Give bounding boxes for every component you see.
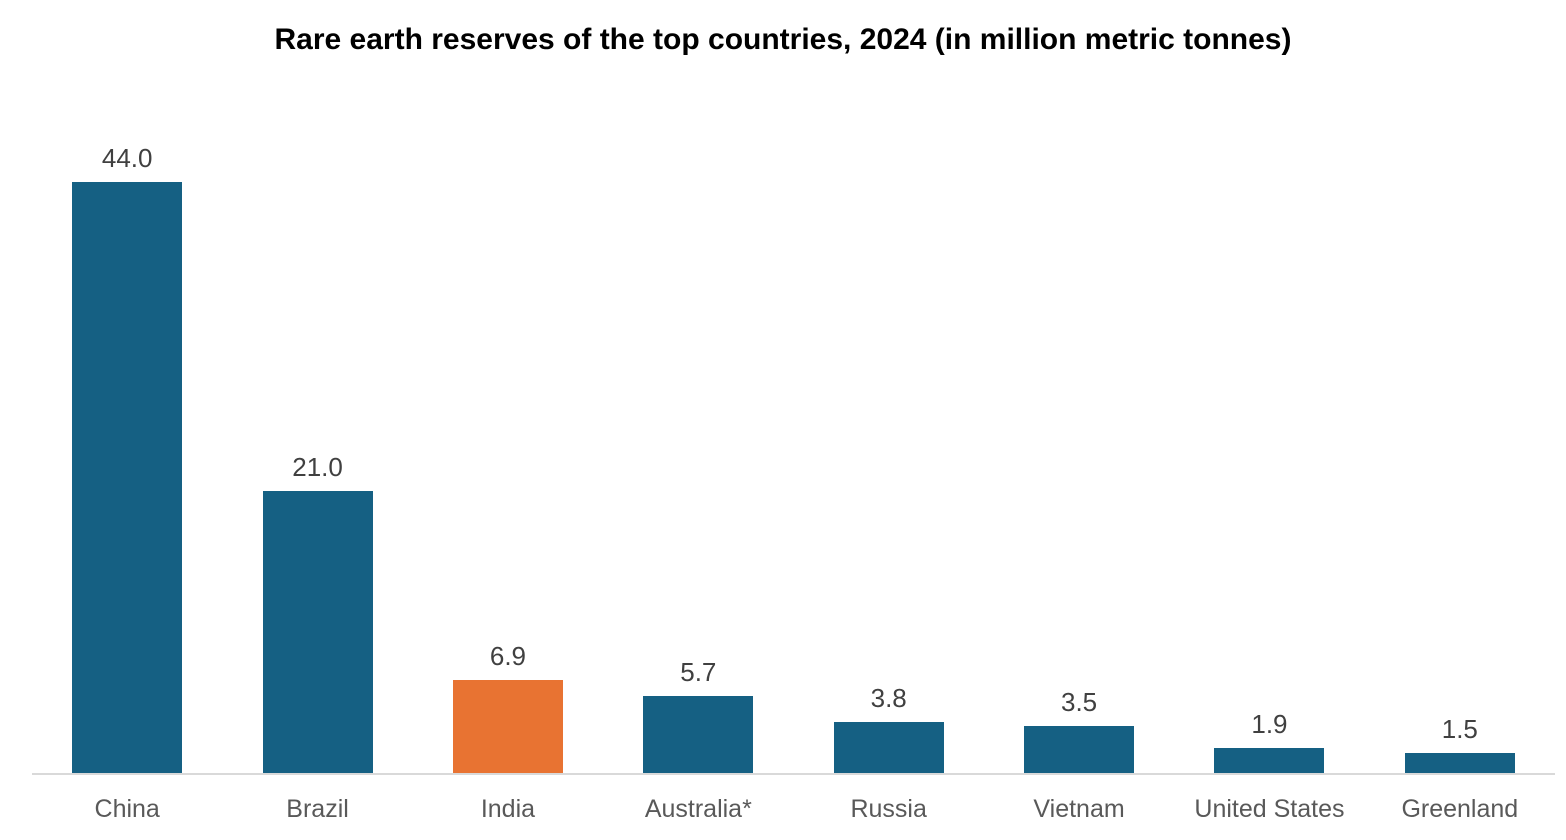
bar-india (452, 680, 563, 773)
bar-china (72, 182, 183, 773)
bar-value-label: 21.0 (292, 451, 343, 482)
bar-column-greenland: 1.5 (1365, 100, 1555, 773)
category-labels-row: China Brazil India Australia* Russia Vietnam U… (32, 775, 1555, 824)
category-label-australia: Australia* (644, 795, 752, 823)
bar-russia (833, 722, 944, 773)
bar-column-china: 44.0 (32, 100, 222, 773)
bar-brazil (262, 490, 373, 773)
bar-greenland (1404, 752, 1515, 773)
category-label-china: China (94, 795, 160, 823)
bar-united-states (1214, 747, 1325, 773)
bar-vietnam (1024, 726, 1135, 773)
category-label-united-states: United States (1194, 795, 1345, 823)
bar-column-india: 6.9 (413, 100, 603, 773)
bar-value-label: 5.7 (680, 657, 717, 688)
bar-value-label: 6.9 (489, 641, 527, 672)
bar-australia (643, 696, 754, 773)
bar-value-label: 3.5 (1060, 687, 1098, 717)
category-label-vietnam: Vietnam (1033, 795, 1125, 823)
bar-value-label: 3.8 (870, 683, 907, 713)
category-label-russia: Russia (850, 795, 927, 823)
bar-column-australia: 5.7 (603, 100, 793, 773)
bar-value-label: 1.5 (1441, 713, 1478, 744)
category-label-india: India (480, 795, 536, 823)
chart-title: Rare earth reserves of the top countries… (274, 23, 1292, 56)
bar-value-label: 44.0 (101, 143, 153, 173)
bar-column-vietnam: 3.5 (984, 100, 1174, 773)
bar-column-united-states: 1.9 (1174, 100, 1364, 773)
category-label-greenland: Greenland (1401, 795, 1519, 823)
bar-column-russia: 3.8 (794, 100, 984, 773)
bar-column-brazil: 21.0 (222, 100, 412, 773)
category-label-brazil: Brazil (286, 795, 349, 823)
bar-value-label: 1.9 (1251, 708, 1288, 739)
plot-area: 44.0 21.0 6.9 5.7 3.8 3.5 1.9 1.5 (32, 100, 1555, 775)
